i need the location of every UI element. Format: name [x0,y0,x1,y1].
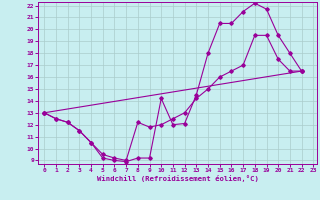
X-axis label: Windchill (Refroidissement éolien,°C): Windchill (Refroidissement éolien,°C) [97,175,259,182]
